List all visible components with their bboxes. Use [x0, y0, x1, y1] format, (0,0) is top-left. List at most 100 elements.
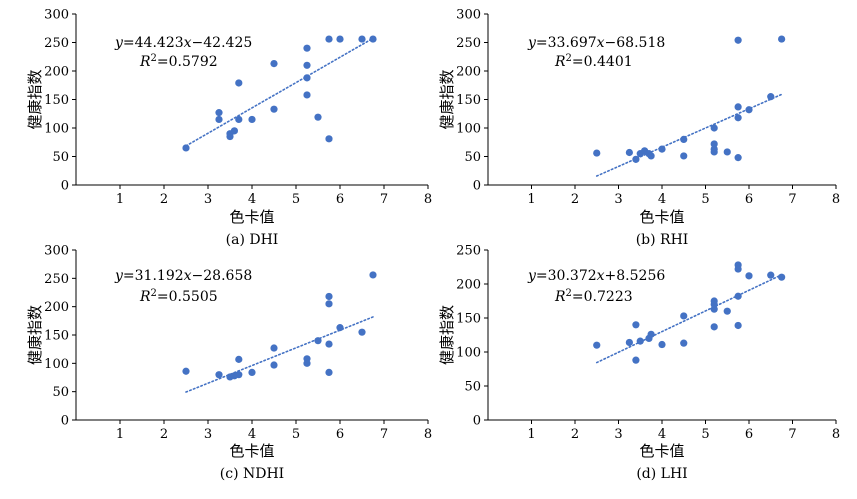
- data-point: [778, 35, 786, 43]
- trend-line: [595, 273, 783, 364]
- x-tick-label: 1: [116, 192, 124, 207]
- y-tick-label: 150: [456, 93, 481, 108]
- data-point: [734, 321, 742, 330]
- chart-panel-1: 0 50 100 150 200 250 300 1 2 3 4 5 6 7 8 y=44.423x−42.4…: [26, 8, 432, 249]
- y-tick-label: 50: [464, 150, 481, 165]
- x-tick-label: 5: [701, 427, 709, 442]
- data-point: [723, 307, 731, 315]
- x-tick-label: 5: [701, 192, 709, 207]
- x-tick-label: 7: [380, 427, 388, 442]
- x-tick-label: 8: [832, 192, 840, 207]
- r-squared-label: R2=0.5792: [139, 53, 218, 70]
- data-point: [745, 106, 753, 114]
- x-tick-label: 7: [380, 192, 388, 207]
- y-tick-label: 250: [44, 272, 69, 287]
- x-tick-label: 2: [571, 427, 579, 442]
- y-tick-label: 200: [44, 300, 69, 315]
- data-point: [593, 149, 601, 157]
- y-tick-label: 0: [473, 179, 481, 194]
- data-point: [325, 300, 333, 308]
- data-point: [369, 271, 377, 279]
- data-point: [710, 323, 718, 331]
- data-point: [680, 312, 688, 320]
- data-point: [336, 324, 344, 332]
- data-point: [710, 124, 718, 132]
- x-tick-label: 7: [788, 427, 796, 442]
- x-tick-label: 6: [745, 427, 753, 442]
- y-tick-label: 0: [473, 414, 481, 429]
- x-tick-label: 1: [116, 427, 124, 442]
- data-point: [325, 340, 333, 348]
- x-tick-label: 3: [204, 427, 212, 442]
- x-tick-label: 4: [658, 427, 666, 442]
- y-tick-label: 200: [456, 278, 481, 293]
- x-tick-label: 2: [160, 192, 168, 207]
- data-point: [325, 135, 333, 143]
- data-point: [658, 340, 666, 349]
- chart-panel-4: 0 50 100 150 200 250 1 2 3 4 5 6 7 8 y=30.372x+8.5256 R…: [438, 244, 840, 483]
- r-squared-label: R2=0.7223: [554, 288, 633, 305]
- trend-line: [185, 37, 374, 147]
- panel-caption: (c) NDHI: [220, 466, 284, 482]
- x-axis-label: 色卡值: [229, 208, 274, 226]
- data-point: [182, 144, 190, 152]
- data-point: [647, 152, 655, 160]
- y-tick-label: 300: [456, 8, 481, 23]
- y-tick-label: 100: [44, 357, 69, 372]
- data-point: [248, 115, 256, 124]
- x-tick-label: 5: [292, 192, 300, 207]
- data-point: [303, 74, 311, 82]
- data-point: [680, 135, 688, 143]
- data-point: [325, 368, 333, 376]
- data-point: [710, 140, 718, 148]
- data-point: [680, 152, 688, 160]
- data-point: [593, 341, 601, 349]
- data-point: [710, 148, 718, 156]
- x-tick-label: 4: [248, 427, 256, 442]
- data-point: [632, 155, 640, 163]
- data-point: [767, 93, 775, 101]
- y-tick-label: 200: [456, 65, 481, 80]
- y-tick-label: 50: [52, 385, 69, 400]
- y-tick-label: 50: [52, 150, 69, 165]
- data-point: [658, 145, 666, 153]
- x-tick-label: 3: [614, 427, 622, 442]
- y-tick-label: 200: [44, 65, 69, 80]
- y-tick-label: 250: [44, 36, 69, 51]
- data-point: [303, 359, 311, 367]
- data-point: [336, 35, 344, 43]
- y-axis-label: 健康指数: [26, 305, 44, 365]
- data-point: [745, 272, 753, 280]
- data-point: [723, 148, 731, 156]
- regression-equation: y=31.192x−28.658: [114, 268, 252, 284]
- data-point: [358, 328, 366, 336]
- regression-equation: y=44.423x−42.425: [114, 35, 252, 51]
- x-tick-label: 7: [788, 192, 796, 207]
- data-point: [303, 44, 311, 52]
- panel-caption: (d) LHI: [636, 466, 687, 482]
- y-tick-label: 0: [61, 179, 69, 194]
- y-tick-label: 0: [61, 414, 69, 429]
- y-tick-label: 300: [44, 244, 69, 259]
- data-point: [270, 361, 278, 369]
- y-tick-label: 150: [44, 93, 69, 108]
- y-tick-label: 250: [456, 36, 481, 51]
- panel-caption: (a) DHI: [226, 232, 279, 248]
- y-axis-label: 健康指数: [26, 69, 44, 129]
- x-tick-label: 6: [745, 192, 753, 207]
- x-tick-label: 2: [571, 192, 579, 207]
- data-point: [303, 61, 311, 69]
- data-point: [215, 115, 223, 124]
- x-tick-label: 8: [832, 427, 840, 442]
- data-point: [734, 103, 742, 111]
- x-tick-label: 3: [614, 192, 622, 207]
- data-point: [369, 35, 377, 43]
- x-tick-label: 1: [527, 427, 535, 442]
- data-point: [778, 273, 786, 281]
- x-tick-label: 1: [527, 192, 535, 207]
- chart-panel-3: 0 50 100 150 200 250 300 1 2 3 4 5 6 7 8 y=31.192x−28.6…: [26, 244, 432, 483]
- y-tick-label: 100: [456, 346, 481, 361]
- data-point: [734, 265, 742, 273]
